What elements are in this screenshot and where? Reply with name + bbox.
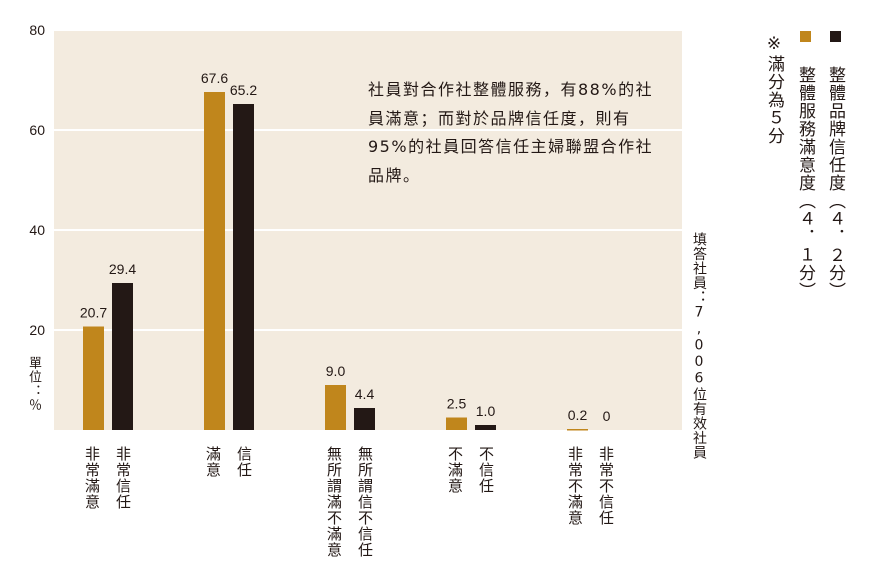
gridlines — [54, 29, 682, 331]
y-tick-label: 60 — [29, 122, 45, 138]
bar-trust — [354, 408, 375, 430]
legend-satisfaction: 整體服務滿意度（４．１分） — [795, 31, 815, 300]
y-tick-label: 80 — [29, 22, 45, 38]
bar-value-label: 67.6 — [201, 70, 228, 86]
y-tick-label: 40 — [29, 222, 45, 238]
category-label: 不滿意 — [446, 446, 464, 494]
category-label: 非常滿意 — [83, 446, 101, 510]
y-axis-unit-label: 單位：％ — [26, 356, 41, 412]
category-label: 無所謂信不信任 — [356, 446, 374, 558]
category-label: 無所謂滿不滿意 — [325, 446, 343, 558]
bar-value-label: 0 — [603, 408, 611, 424]
category-label: 非常不信任 — [597, 446, 615, 526]
legend-satisfaction-label: 整體服務滿意度（４．１分） — [795, 66, 815, 300]
bar-satisfaction — [567, 429, 588, 431]
category-label: 非常信任 — [114, 446, 132, 510]
bars — [83, 92, 588, 431]
bar-satisfaction — [446, 417, 467, 430]
bar-trust — [233, 104, 254, 430]
bar-value-label: 65.2 — [230, 82, 257, 98]
bar-value-label: 0.2 — [568, 407, 588, 423]
bar-value-label: 20.7 — [80, 305, 107, 321]
y-axis-ticks: 20 40 60 80 — [29, 22, 45, 338]
bar-trust — [112, 283, 133, 430]
legend-trust-label: 整體品牌信任度（４．２分） — [825, 66, 845, 300]
bar-value-label: 2.5 — [447, 396, 467, 412]
chart-annotation: 社員對合作社整體服務，有88%的社員滿意；而對於品牌信任度，則有95%的社員回答… — [368, 80, 654, 185]
category-label: 滿意 — [204, 446, 222, 478]
legend-trust-swatch — [829, 31, 841, 42]
bar-satisfaction — [204, 92, 225, 430]
respondents-note: 填答社員：7,006位有效社員 — [691, 232, 707, 460]
bar-satisfaction — [325, 385, 346, 430]
bar-satisfaction — [83, 326, 104, 430]
legend-note: ※滿分為５分 — [764, 34, 784, 145]
category-label: 非常不滿意 — [566, 446, 584, 526]
category-label: 不信任 — [477, 446, 495, 494]
bar-trust — [475, 425, 496, 430]
bar-value-label: 1.0 — [476, 403, 496, 419]
bar-value-labels: 20.7 29.4 67.665.2 9.0 4.4 2.5 1.0 0.2 0 — [80, 70, 611, 424]
legend-trust: 整體品牌信任度（４．２分） — [825, 31, 845, 300]
bar-value-label: 29.4 — [109, 261, 136, 277]
category-label: 信任 — [235, 446, 253, 478]
bar-value-label: 4.4 — [355, 386, 375, 402]
legend-satisfaction-swatch — [799, 31, 811, 42]
bar-value-label: 9.0 — [326, 363, 346, 379]
y-tick-label: 20 — [29, 322, 45, 338]
